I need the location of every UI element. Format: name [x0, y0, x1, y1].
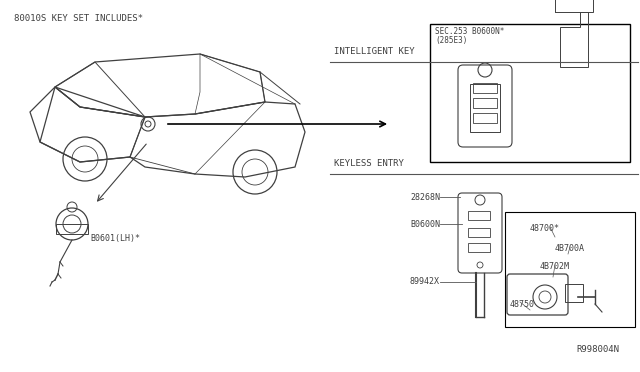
Text: 48750: 48750: [510, 300, 535, 309]
Bar: [473, 83, 497, 93]
Text: (285E3): (285E3): [435, 36, 467, 45]
Text: B0601(LH)*: B0601(LH)*: [90, 234, 140, 243]
Bar: [473, 98, 497, 108]
Text: B0600N: B0600N: [410, 219, 440, 228]
Text: 28268N: 28268N: [410, 192, 440, 202]
Text: SEC.253 B0600N*: SEC.253 B0600N*: [435, 27, 504, 36]
Bar: [473, 113, 497, 123]
Bar: [470, 84, 500, 132]
Text: INTELLIGENT KEY: INTELLIGENT KEY: [334, 47, 415, 56]
Bar: [468, 243, 490, 252]
Bar: [505, 212, 635, 327]
Bar: [565, 284, 583, 302]
Text: R998004N: R998004N: [576, 345, 619, 354]
Bar: [468, 228, 490, 237]
Text: 48700*: 48700*: [530, 224, 560, 233]
Text: 80010S KEY SET INCLUDES*: 80010S KEY SET INCLUDES*: [14, 14, 143, 23]
Text: KEYLESS ENTRY: KEYLESS ENTRY: [334, 159, 404, 168]
Bar: [468, 211, 490, 220]
Bar: [430, 24, 630, 162]
Text: 89942X: 89942X: [410, 278, 440, 286]
Text: 4B702M: 4B702M: [540, 262, 570, 271]
Text: 4B700A: 4B700A: [555, 244, 585, 253]
